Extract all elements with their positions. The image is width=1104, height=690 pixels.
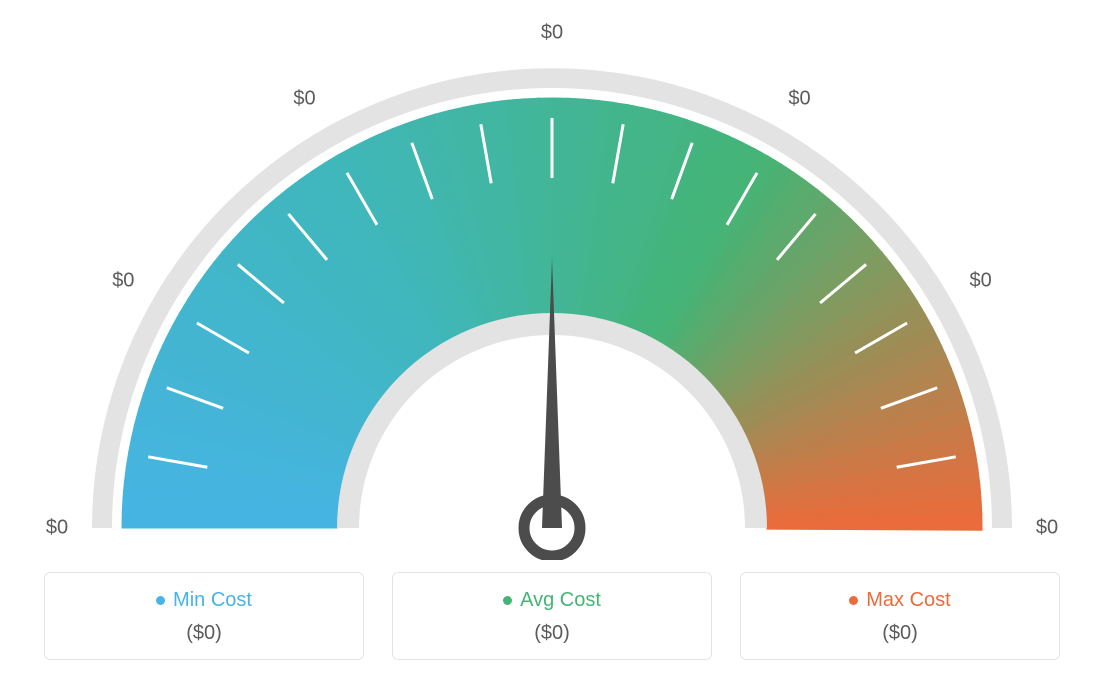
gauge-svg: [0, 0, 1104, 560]
gauge-chart: $0 $0 $0 $0 $0 $0 $0: [0, 0, 1104, 560]
legend-dot-icon: [849, 596, 858, 605]
gauge-scale-label: $0: [293, 88, 315, 111]
legend-value: ($0): [55, 622, 353, 645]
gauge-scale-label: $0: [1036, 517, 1058, 540]
legend-label: Avg Cost: [520, 589, 601, 612]
gauge-scale-label: $0: [788, 88, 810, 111]
legend-dot-icon: [156, 596, 165, 605]
legend-label: Max Cost: [866, 589, 950, 612]
gauge-scale-label: $0: [112, 269, 134, 292]
legend-card-avg: Avg Cost ($0): [392, 572, 712, 660]
legend-dot-icon: [503, 596, 512, 605]
gauge-scale-label: $0: [46, 517, 68, 540]
legend-title-max: Max Cost: [849, 589, 950, 612]
legend-value: ($0): [751, 622, 1049, 645]
legend-label: Min Cost: [173, 589, 252, 612]
gauge-scale-label: $0: [541, 22, 563, 45]
legend-card-min: Min Cost ($0): [44, 572, 364, 660]
legend-card-max: Max Cost ($0): [740, 572, 1060, 660]
legend-title-avg: Avg Cost: [503, 589, 601, 612]
legend-row: Min Cost ($0) Avg Cost ($0) Max Cost ($0…: [0, 572, 1104, 660]
gauge-scale-label: $0: [970, 269, 992, 292]
legend-value: ($0): [403, 622, 701, 645]
legend-title-min: Min Cost: [156, 589, 252, 612]
